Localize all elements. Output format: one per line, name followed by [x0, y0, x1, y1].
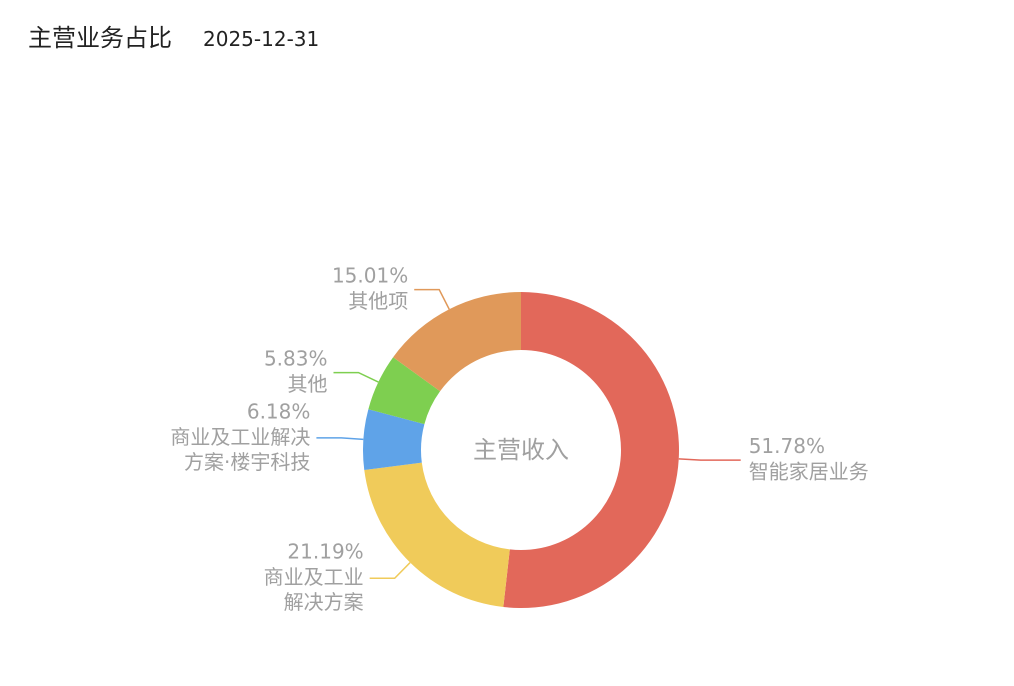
label-line [678, 458, 741, 461]
value-label: 15.01% [332, 264, 408, 288]
category-label: 其他项 [348, 289, 408, 313]
value-label: 6.18% [247, 399, 311, 423]
center-label: 主营收入 [473, 436, 569, 464]
label-line [414, 288, 450, 310]
donut-slice [393, 292, 521, 392]
category-label: 智能家居业务 [749, 459, 869, 483]
chart-subtitle: 2025-12-31 [203, 27, 319, 51]
donut-slice [368, 357, 441, 425]
label-line [333, 371, 379, 383]
donut-slice [503, 292, 679, 608]
donut-slice [363, 409, 425, 471]
label-line [316, 437, 364, 441]
category-label: 其他 [287, 372, 327, 396]
category-label: 商业及工业解决方案 [264, 565, 364, 614]
value-label: 51.78% [749, 434, 825, 458]
donut-slice [364, 462, 510, 608]
label-line [369, 562, 411, 579]
chart-title: 主营业务占比 [28, 24, 172, 52]
category-label: 商业及工业解决方案·楼宇科技 [170, 424, 310, 473]
value-label: 5.83% [264, 347, 328, 371]
value-label: 21.19% [287, 540, 363, 564]
